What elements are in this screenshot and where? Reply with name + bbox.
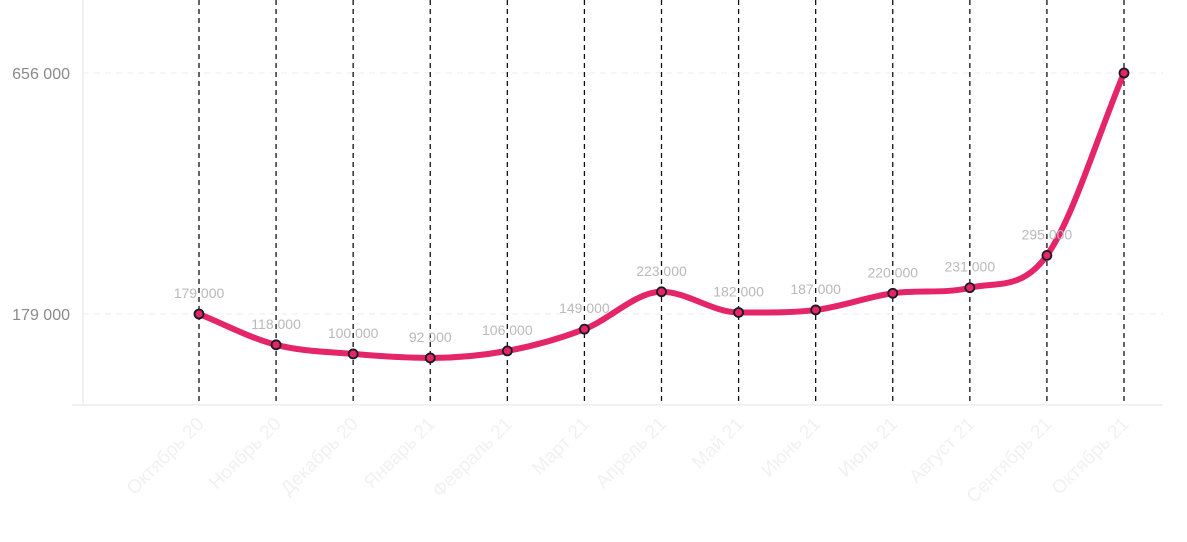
x-tick-label: Апрель 21 — [592, 414, 671, 493]
data-point — [1118, 67, 1130, 79]
x-tick-label: Октябрь 21 — [1048, 414, 1134, 500]
x-tick-label: Май 21 — [688, 414, 748, 474]
data-point — [810, 304, 822, 316]
x-tick-label: Июль 21 — [834, 414, 902, 482]
data-label: 295 000 — [1022, 226, 1073, 242]
data-point — [501, 345, 513, 357]
vertical-guide-layer — [198, 0, 1125, 405]
y-tick-label: 179 000 — [12, 307, 70, 324]
x-tick-label: Февраль 21 — [429, 414, 517, 502]
x-tick-label: Октябрь 20 — [123, 414, 209, 500]
data-label: 182 000 — [713, 283, 764, 299]
data-label: 179 000 — [174, 285, 225, 301]
grid-layer: 179 000 656 000 — [12, 66, 1163, 324]
data-label: 118 000 — [251, 316, 301, 332]
data-point — [579, 323, 590, 335]
data-label-layer: 179 000 118 000 100 000 92 000 106 000 149 00… — [174, 226, 1073, 345]
data-point — [270, 339, 282, 351]
data-point — [887, 287, 899, 299]
data-point-layer — [193, 67, 1130, 364]
data-label: 231 000 — [945, 259, 996, 275]
y-tick-label: 656 000 — [12, 66, 70, 83]
axis-layer — [72, 0, 1163, 406]
x-tick-label: Июнь 21 — [758, 414, 826, 482]
data-point — [193, 308, 205, 320]
data-point — [656, 286, 667, 298]
data-label: 187 000 — [790, 281, 841, 297]
data-label: 149 000 — [559, 300, 610, 316]
data-point — [424, 352, 436, 364]
x-tick-label: Ноябрь 20 — [205, 414, 285, 494]
data-label: 92 000 — [409, 329, 452, 345]
x-tick-label: Август 21 — [905, 414, 979, 488]
data-point — [733, 307, 744, 318]
x-tick-label: Декабрь 20 — [277, 414, 363, 500]
data-point — [1041, 249, 1053, 261]
data-label: 223 000 — [636, 263, 687, 279]
x-tick-label: Март 21 — [528, 414, 594, 480]
data-point — [964, 282, 976, 294]
data-label: 106 000 — [482, 322, 533, 338]
data-label: 220 000 — [867, 264, 918, 280]
data-label: 100 000 — [328, 325, 379, 341]
data-point — [347, 348, 359, 360]
x-tick-label: Январь 21 — [360, 414, 440, 494]
